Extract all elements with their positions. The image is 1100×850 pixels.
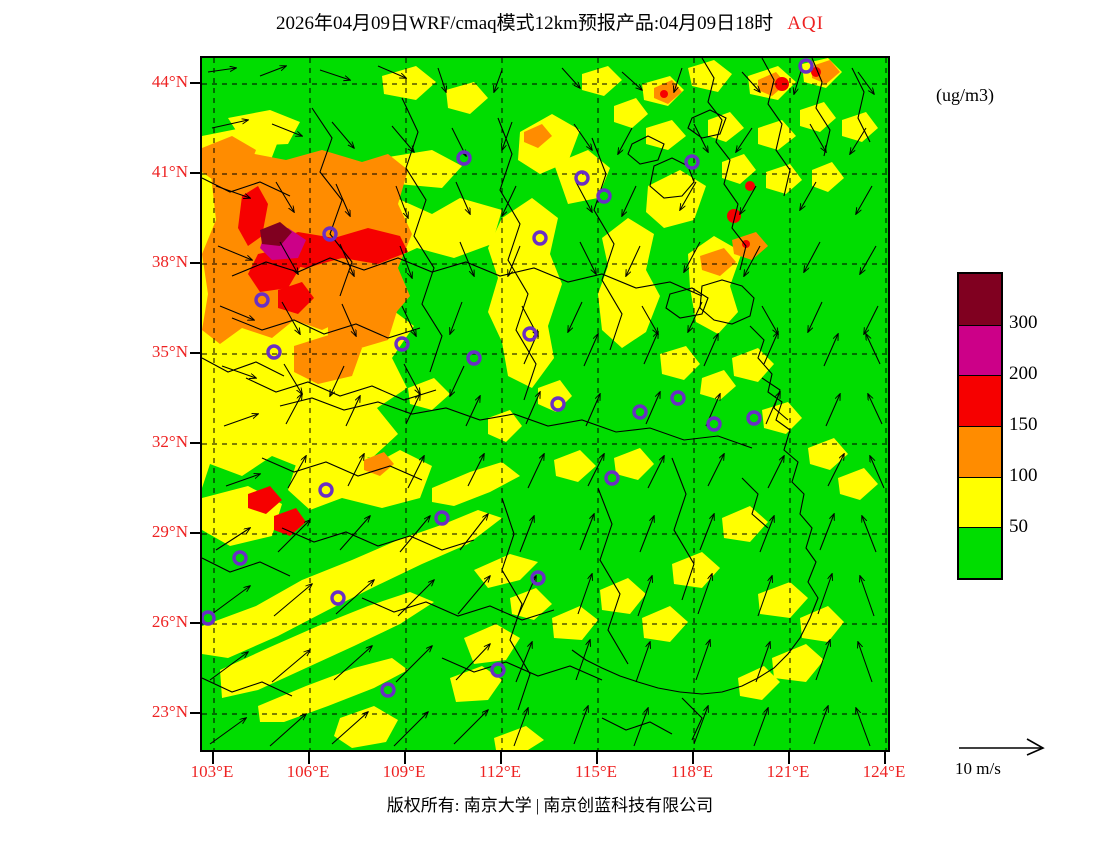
city-marker[interactable] bbox=[490, 662, 506, 678]
y-tick bbox=[190, 442, 202, 444]
wind-scale-label: 10 m/s bbox=[955, 759, 1001, 778]
city-marker[interactable] bbox=[318, 482, 334, 498]
colorbar-tick-300: 300 bbox=[1009, 312, 1038, 333]
city-marker[interactable] bbox=[330, 590, 346, 606]
city-marker[interactable] bbox=[522, 326, 538, 342]
x-tick bbox=[404, 752, 406, 764]
y-axis-label: 38°N bbox=[151, 252, 188, 271]
y-tick bbox=[190, 712, 202, 714]
y-axis-label: 29°N bbox=[151, 522, 188, 541]
city-marker[interactable] bbox=[604, 470, 620, 486]
x-axis-label: 118°E bbox=[670, 762, 714, 781]
colorbar-segment-0-50 bbox=[959, 527, 1001, 578]
city-marker[interactable] bbox=[670, 390, 686, 406]
city-marker[interactable] bbox=[596, 188, 612, 204]
x-tick bbox=[308, 752, 310, 764]
aqi-heatmap-canvas bbox=[202, 58, 888, 750]
y-tick bbox=[190, 82, 202, 84]
city-marker[interactable] bbox=[202, 610, 216, 626]
city-marker[interactable] bbox=[532, 230, 548, 246]
colorbar-segment-50-100 bbox=[959, 476, 1001, 528]
y-axis-label: 35°N bbox=[151, 342, 188, 361]
x-axis-label: 124°E bbox=[862, 762, 906, 781]
colorbar-segment-100-150 bbox=[959, 425, 1001, 477]
x-axis-label: 103°E bbox=[190, 762, 234, 781]
city-marker[interactable] bbox=[434, 510, 450, 526]
wind-scale-key: 10 m/s bbox=[955, 736, 1095, 779]
aqi-band-maroon bbox=[260, 222, 292, 246]
copyright-owner: 版权所有: 南京大学 bbox=[386, 796, 532, 815]
city-marker[interactable] bbox=[380, 682, 396, 698]
wind-vector-field bbox=[207, 66, 885, 747]
y-tick bbox=[190, 262, 202, 264]
x-tick bbox=[788, 752, 790, 764]
y-axis-label: 44°N bbox=[151, 72, 188, 91]
city-marker[interactable] bbox=[530, 570, 546, 586]
aqi-band-red bbox=[238, 67, 821, 536]
city-marker[interactable] bbox=[632, 404, 648, 420]
y-tick bbox=[190, 622, 202, 624]
colorbar-tick-50: 50 bbox=[1009, 516, 1028, 537]
x-tick bbox=[596, 752, 598, 764]
colorbar-tick-100: 100 bbox=[1009, 465, 1038, 486]
city-marker[interactable] bbox=[232, 550, 248, 566]
city-marker[interactable] bbox=[254, 292, 270, 308]
y-axis-label: 32°N bbox=[151, 432, 188, 451]
x-tick bbox=[500, 752, 502, 764]
x-axis-label: 106°E bbox=[286, 762, 330, 781]
city-marker[interactable] bbox=[550, 396, 566, 412]
city-marker[interactable] bbox=[798, 58, 814, 74]
y-tick bbox=[190, 172, 202, 174]
title-variable-label: AQI bbox=[787, 13, 824, 34]
arrow-right-icon bbox=[959, 738, 1045, 756]
city-marker[interactable] bbox=[706, 416, 722, 432]
colorbar-tick-200: 200 bbox=[1009, 363, 1038, 384]
copyright-separator: | bbox=[535, 796, 540, 815]
x-axis-label: 109°E bbox=[382, 762, 426, 781]
copyright-footer: 版权所有: 南京大学 | 南京创蓝科技有限公司 bbox=[0, 791, 1100, 816]
city-marker[interactable] bbox=[456, 150, 472, 166]
city-marker-group[interactable] bbox=[202, 58, 814, 698]
x-axis-label: 121°E bbox=[766, 762, 810, 781]
copyright-company: 南京创蓝科技有限公司 bbox=[543, 796, 714, 815]
x-tick bbox=[692, 752, 694, 764]
x-tick bbox=[884, 752, 886, 764]
city-marker[interactable] bbox=[574, 170, 590, 186]
title-main-text: 2026年04月09日WRF/cmaq模式12km预报产品:04月09日18时 bbox=[276, 13, 774, 34]
city-marker[interactable] bbox=[684, 154, 700, 170]
colorbar-segment-200-300 bbox=[959, 324, 1001, 376]
page-title: 2026年04月09日WRF/cmaq模式12km预报产品:04月09日18时 A… bbox=[0, 8, 1100, 35]
x-axis-label: 112°E bbox=[478, 762, 522, 781]
y-axis-label: 23°N bbox=[151, 702, 188, 721]
y-tick bbox=[190, 532, 202, 534]
city-marker[interactable] bbox=[266, 344, 282, 360]
city-marker[interactable] bbox=[394, 336, 410, 352]
colorbar-unit-label: (ug/m3) bbox=[936, 85, 994, 105]
y-axis-label: 26°N bbox=[151, 612, 188, 631]
y-tick bbox=[190, 352, 202, 354]
coastline-and-borders bbox=[202, 58, 871, 741]
latlon-gridlines bbox=[202, 58, 888, 750]
colorbar-tick-150: 150 bbox=[1009, 414, 1038, 435]
aqi-colorbar[interactable] bbox=[957, 272, 1003, 580]
city-marker[interactable] bbox=[466, 350, 482, 366]
x-tick bbox=[212, 752, 214, 764]
x-axis-label: 115°E bbox=[574, 762, 618, 781]
colorbar-segment-300plus bbox=[959, 274, 1001, 325]
city-marker[interactable] bbox=[746, 410, 762, 426]
city-marker[interactable] bbox=[322, 226, 338, 242]
colorbar-segment-150-200 bbox=[959, 375, 1001, 426]
y-axis-label: 41°N bbox=[151, 162, 188, 181]
map-plot-area[interactable] bbox=[200, 56, 890, 752]
